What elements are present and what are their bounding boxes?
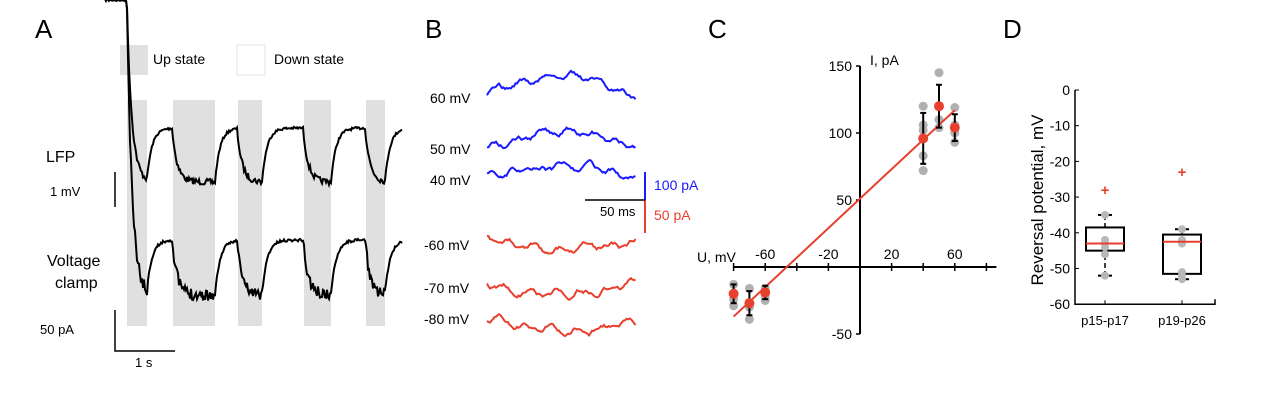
fit-line — [732, 109, 956, 318]
panel-b-traces — [486, 69, 637, 338]
x-axis-label: U, mV — [697, 249, 737, 265]
current-trace — [486, 276, 637, 301]
mean-point — [728, 288, 739, 299]
trace-label-40mv: 40 mV — [430, 172, 471, 188]
trace-label-50mv: 50 mV — [430, 141, 471, 157]
mean-point — [760, 287, 771, 298]
d-y-tick-label: -50 — [1050, 261, 1070, 277]
y-axis-label: I, pA — [870, 52, 899, 68]
voltage-clamp-trace — [104, 0, 403, 303]
lfp-trace — [104, 0, 403, 189]
voltage-clamp-label-1: Voltage — [47, 253, 100, 270]
data-point — [1178, 239, 1186, 248]
d-y-tick-label: -60 — [1050, 296, 1070, 312]
y-tick-label: 100 — [829, 125, 853, 141]
d-y-tick-label: -40 — [1050, 225, 1070, 241]
y-tick-label: 150 — [829, 58, 853, 74]
mean-point — [918, 133, 929, 144]
time-scale-label: 1 s — [135, 355, 153, 370]
data-point — [918, 166, 928, 176]
lfp-label: LFP — [46, 149, 75, 166]
data-point — [1101, 210, 1109, 219]
panel-label-c: C — [708, 14, 727, 44]
red-scale-label: 50 pA — [654, 207, 691, 223]
pa-time-scale-bar — [114, 310, 175, 352]
d-y-tick-label: -30 — [1050, 189, 1070, 205]
panel-label-b: B — [425, 14, 442, 44]
current-trace — [486, 234, 637, 255]
mean-point — [934, 101, 944, 112]
mv-scale-label: 1 mV — [50, 184, 81, 199]
up-state-bands — [127, 100, 385, 326]
data-point — [934, 68, 944, 78]
category-label-2: p19-p26 — [1158, 313, 1206, 328]
iv-chart: -60 -20 20 60 150 100 50 -50 — [728, 58, 997, 342]
trace-label-neg60mv: -60 mV — [424, 237, 470, 253]
ms-scale-label: 50 ms — [600, 204, 636, 219]
panel-label-a: A — [35, 14, 53, 44]
current-trace — [486, 126, 636, 150]
d-y-tick-label: 0 — [1062, 82, 1070, 98]
y-tick-label: -50 — [832, 326, 852, 342]
data-point — [1178, 275, 1186, 284]
legend-up-label: Up state — [153, 51, 205, 67]
trace-label-neg70mv: -70 mV — [424, 280, 470, 296]
data-point — [1178, 225, 1186, 234]
mean-point — [744, 298, 755, 309]
trace-label-60mv: 60 mV — [430, 90, 471, 106]
data-point — [950, 103, 960, 113]
d-y-axis-label: Reversal potential, mV — [1028, 114, 1047, 286]
voltage-clamp-label-2: clamp — [55, 275, 98, 292]
category-label-1: p15-p17 — [1081, 313, 1129, 328]
current-trace — [486, 69, 637, 100]
legend-up-swatch — [120, 45, 148, 75]
blue-scale-label: 100 pA — [654, 177, 699, 193]
up-state-band — [366, 100, 385, 326]
trace-label-neg80mv: -80 mV — [424, 311, 470, 327]
x-tick-label: 20 — [884, 246, 900, 262]
data-point — [1101, 271, 1109, 280]
x-tick-label: -60 — [755, 246, 775, 262]
d-y-tick-label: -10 — [1050, 118, 1070, 134]
y-tick-label: 50 — [836, 192, 852, 208]
data-point — [1101, 250, 1109, 259]
data-point — [918, 101, 928, 111]
legend-down-swatch — [236, 44, 266, 76]
pa-scale-label: 50 pA — [40, 322, 74, 337]
outlier-marker: + — [1178, 164, 1187, 181]
current-trace — [486, 159, 636, 180]
data-point — [744, 314, 754, 324]
panel-label-d: D — [1003, 14, 1022, 44]
x-tick-label: 60 — [947, 246, 963, 262]
current-trace — [486, 312, 637, 338]
legend-down-label: Down state — [274, 51, 344, 67]
data-point — [1101, 243, 1109, 252]
box-chart: 0 -10 -20 -30 -40 -50 -60 + + — [1050, 82, 1216, 312]
up-state-band — [173, 100, 215, 326]
d-y-tick-label: -20 — [1050, 153, 1070, 169]
x-tick-label: -20 — [818, 246, 838, 262]
up-state-band — [127, 100, 147, 326]
outlier-marker: + — [1101, 182, 1110, 199]
mean-point — [949, 122, 960, 133]
